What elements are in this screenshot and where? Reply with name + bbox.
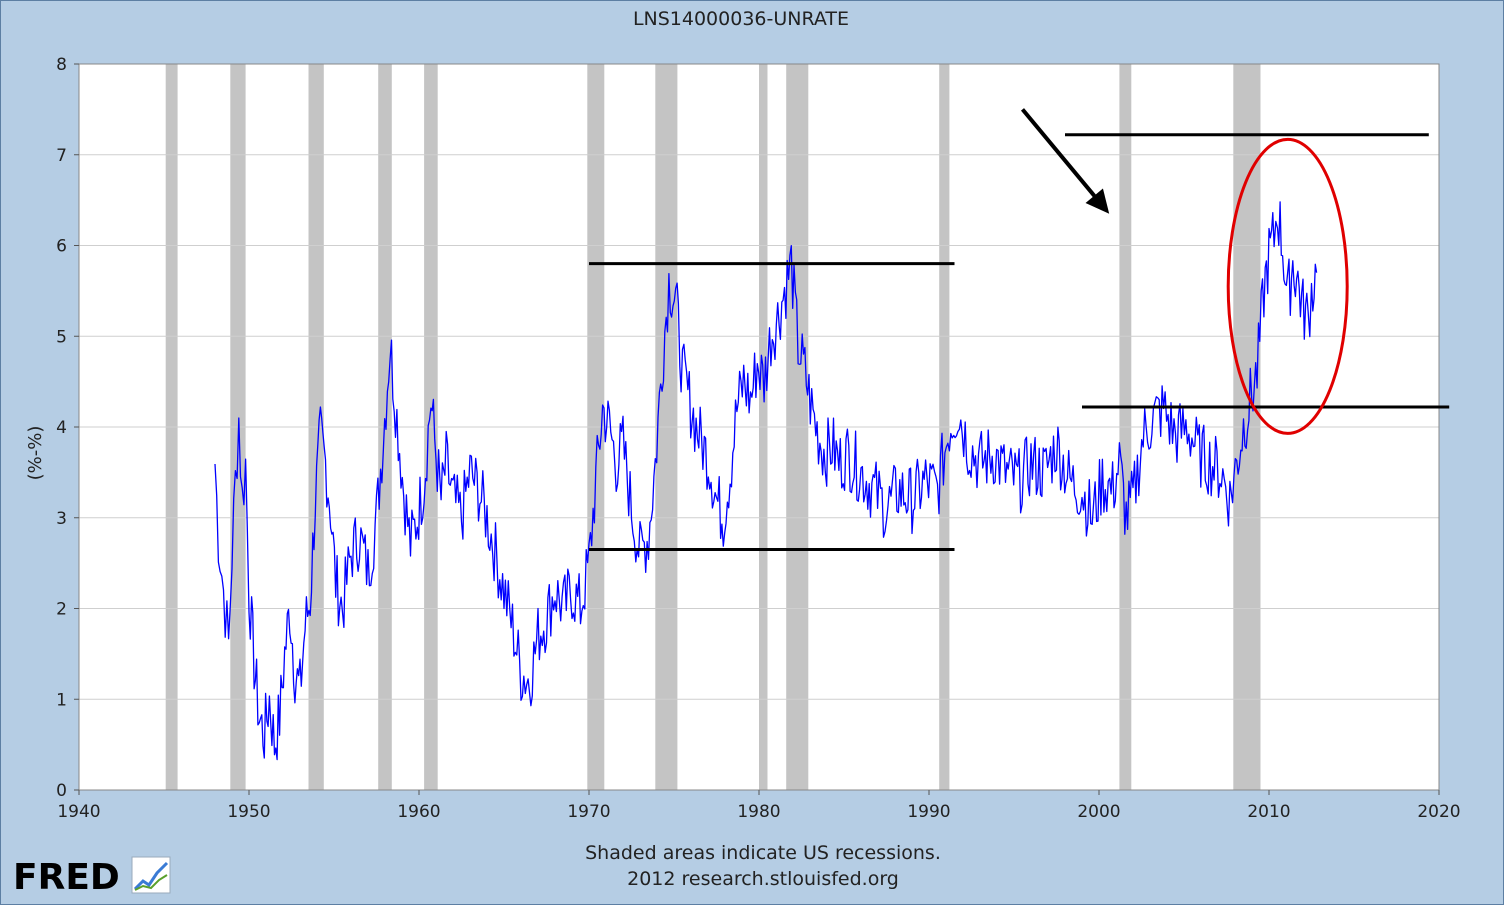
x-tick-label-8: 2020 [1417, 802, 1460, 822]
annotation-ellipse [1226, 137, 1349, 435]
x-tick-label-5: 1990 [907, 802, 950, 822]
x-tick-label-4: 1980 [737, 802, 780, 822]
annotation-arrow-shaft [1020, 108, 1106, 209]
chart-title: LNS14000036-UNRATE [633, 8, 849, 30]
footer-source: 2012 research.stlouisfed.org [627, 868, 899, 890]
y-tick-label-0: 0 [56, 781, 67, 801]
x-tick-label-0: 1940 [57, 802, 100, 822]
footer-note: Shaded areas indicate US recessions. [585, 842, 941, 864]
series-layer [214, 201, 1318, 761]
x-tick-label-3: 1970 [567, 802, 610, 822]
annotation-layer [589, 108, 1450, 552]
fred-logo-graph-icon [131, 856, 171, 894]
x-tick-label-2: 1960 [397, 802, 440, 822]
x-tick-label-1: 1950 [227, 802, 270, 822]
y-tick-label-6: 6 [56, 237, 67, 257]
y-axis-label: (%-%) [25, 426, 46, 481]
y-tick-label-2: 2 [56, 600, 67, 620]
y-axis-ticks: 0 1 2 3 4 5 6 7 8 [56, 55, 79, 801]
y-tick-label-3: 3 [56, 509, 67, 529]
y-tick-label-8: 8 [56, 55, 67, 75]
y-tick-label-7: 7 [56, 146, 67, 166]
y-tick-label-1: 1 [56, 690, 67, 710]
y-tick-label-4: 4 [56, 418, 67, 438]
annotation-arrow-head [1085, 188, 1110, 214]
x-tick-label-6: 2000 [1077, 802, 1120, 822]
fred-logo-text: FRED [13, 857, 120, 898]
x-tick-label-7: 2010 [1247, 802, 1290, 822]
series-line-0 [214, 201, 1318, 761]
x-axis-ticks: 1940 1950 1960 1970 1980 1990 2000 2010 2020 [57, 790, 1461, 822]
gridlines [79, 63, 1439, 791]
y-tick-label-5: 5 [56, 327, 67, 347]
fred-logo: FRED [13, 856, 171, 898]
